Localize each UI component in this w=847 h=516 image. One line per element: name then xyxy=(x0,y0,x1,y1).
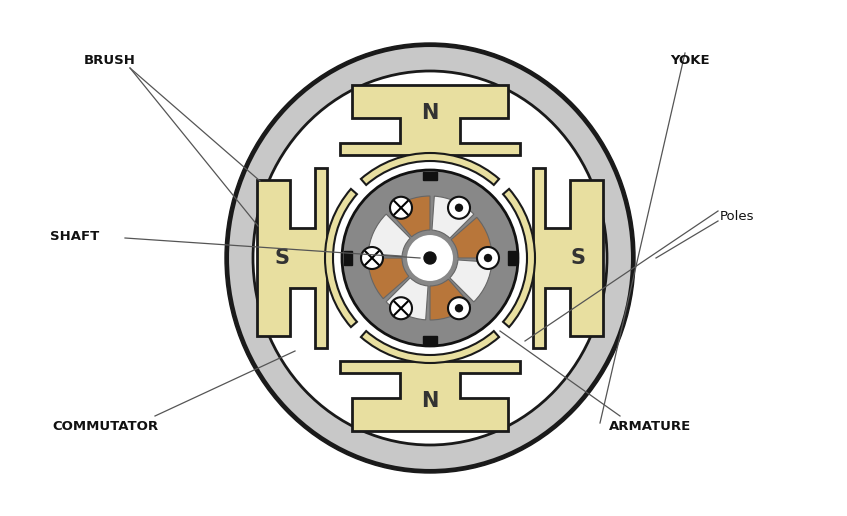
Polygon shape xyxy=(423,172,437,180)
Polygon shape xyxy=(533,168,603,348)
Circle shape xyxy=(406,234,454,282)
Text: SHAFT: SHAFT xyxy=(50,230,100,243)
Circle shape xyxy=(342,170,518,346)
Circle shape xyxy=(361,247,383,269)
Text: COMMUTATOR: COMMUTATOR xyxy=(52,420,158,432)
Wedge shape xyxy=(386,278,428,320)
Wedge shape xyxy=(503,189,535,327)
Wedge shape xyxy=(432,196,473,238)
Circle shape xyxy=(455,204,463,212)
Wedge shape xyxy=(390,196,430,237)
Polygon shape xyxy=(340,361,520,431)
Text: BRUSH: BRUSH xyxy=(84,55,136,68)
Text: Poles: Poles xyxy=(720,209,755,222)
Wedge shape xyxy=(430,279,471,320)
Circle shape xyxy=(455,304,463,312)
Polygon shape xyxy=(508,251,516,265)
Text: N: N xyxy=(421,391,439,411)
Wedge shape xyxy=(451,217,492,258)
Ellipse shape xyxy=(253,71,607,445)
Polygon shape xyxy=(257,168,327,348)
Circle shape xyxy=(390,197,412,219)
Wedge shape xyxy=(325,189,357,327)
Wedge shape xyxy=(361,153,499,185)
Wedge shape xyxy=(368,258,409,299)
Wedge shape xyxy=(368,214,410,256)
Circle shape xyxy=(484,254,492,262)
Text: S: S xyxy=(571,248,585,268)
Polygon shape xyxy=(423,336,437,344)
Polygon shape xyxy=(344,251,352,265)
Text: ARMATURE: ARMATURE xyxy=(609,420,691,432)
Circle shape xyxy=(448,197,470,219)
Circle shape xyxy=(424,252,436,264)
Polygon shape xyxy=(340,85,520,155)
Wedge shape xyxy=(361,331,499,363)
Text: YOKE: YOKE xyxy=(670,55,710,68)
Circle shape xyxy=(390,297,412,319)
Ellipse shape xyxy=(228,46,632,470)
Text: N: N xyxy=(421,103,439,123)
Text: S: S xyxy=(274,248,290,268)
Circle shape xyxy=(448,297,470,319)
Ellipse shape xyxy=(225,43,635,473)
Circle shape xyxy=(477,247,499,269)
Wedge shape xyxy=(450,260,492,302)
